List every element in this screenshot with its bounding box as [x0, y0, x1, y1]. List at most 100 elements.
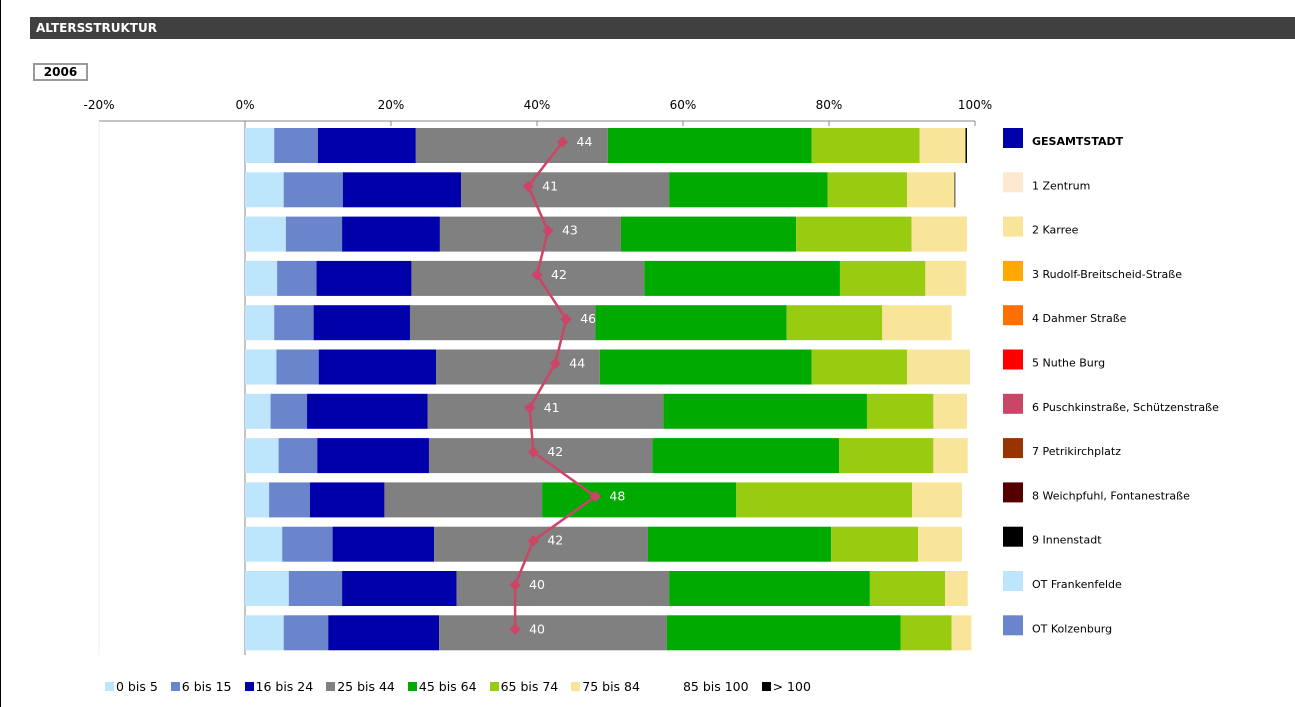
category-legend-swatch	[1003, 260, 1023, 281]
bar-segment	[439, 615, 667, 651]
bar-segment	[342, 216, 440, 252]
bar-segment	[907, 172, 955, 208]
median-label: 40	[529, 621, 545, 636]
median-label: 42	[547, 533, 563, 548]
series-legend-swatch	[407, 681, 417, 691]
bar-segment	[945, 571, 968, 606]
bar-segment	[384, 482, 543, 518]
bar-segment	[245, 216, 286, 252]
bar-segment	[607, 128, 812, 163]
median-line	[513, 141, 598, 630]
bar-segment	[461, 172, 670, 208]
median-label: 40	[529, 577, 545, 592]
series-legend-label: 25 bis 44	[337, 678, 395, 694]
category-legend-label: OT Kolzenburg	[1032, 622, 1112, 635]
category-legend-label: 8 Weichpfuhl, Fontanestraße	[1032, 489, 1190, 502]
bar-segment	[911, 216, 967, 252]
series-legend-label: 65 bis 74	[500, 678, 559, 694]
category-legend-swatch	[1003, 128, 1023, 148]
bar-segment	[245, 615, 284, 651]
bar-segment	[317, 438, 429, 474]
bar-segment	[245, 571, 289, 606]
bar-segment	[328, 615, 440, 651]
bar-segment	[652, 438, 840, 474]
median-point	[522, 180, 534, 192]
bar-segment	[342, 571, 457, 606]
category-legend-label: 4 Dahmer Straße	[1032, 312, 1127, 325]
bar-segment	[599, 349, 812, 385]
bar-segment	[839, 260, 926, 296]
year-label: 2006	[33, 63, 88, 81]
bar-segment	[270, 393, 308, 429]
category-legend-label: 5 Nuthe Burg	[1032, 357, 1105, 370]
bar-segment	[620, 216, 797, 252]
bar-segment	[882, 305, 952, 341]
bar-segment	[647, 526, 832, 562]
series-legend-item: 85 bis 100	[672, 678, 749, 694]
bar-segment	[919, 128, 966, 163]
category-legend-swatch	[1003, 526, 1023, 547]
bar-segment	[285, 216, 343, 252]
median-label: 42	[547, 444, 563, 459]
median-label: 42	[551, 267, 567, 282]
bar-segment	[925, 260, 967, 296]
bar-segment	[965, 128, 967, 163]
series-legend-swatch	[489, 681, 499, 691]
bar-segment	[245, 128, 275, 163]
bar-segment	[644, 260, 840, 296]
series-legend-swatch	[326, 681, 336, 691]
median-label: 44	[577, 134, 593, 149]
bar-segment	[669, 571, 870, 606]
series-legend-label: 45 bis 64	[418, 678, 477, 694]
bar-segment	[307, 393, 428, 429]
bar-segment	[786, 305, 883, 341]
bar-segment	[245, 172, 284, 208]
bar-segment	[736, 482, 913, 518]
bar-segment	[866, 393, 934, 429]
bar-segment	[434, 526, 648, 562]
x-tick-label: 60%	[670, 98, 697, 112]
bar-segment	[827, 172, 908, 208]
series-legend-swatch	[571, 681, 581, 691]
series-legend-swatch	[672, 682, 681, 691]
series-legend: 0 bis 5 6 bis 15 16 bis 24 25 bis 44 45 bis …	[105, 678, 824, 694]
series-legend-swatch	[105, 681, 114, 691]
series-legend-swatch	[170, 681, 180, 691]
bar-segment	[427, 393, 664, 429]
series-legend-item: > 100	[761, 678, 811, 694]
bar-segment	[318, 349, 437, 385]
bar-segment	[951, 615, 972, 651]
bar-segment	[912, 482, 962, 518]
bar-segment	[245, 349, 277, 385]
median-label: 41	[544, 400, 560, 415]
x-tick-label: 20%	[378, 98, 405, 112]
category-legend-swatch	[1003, 571, 1023, 591]
median-label: 48	[609, 488, 625, 503]
bar-segment	[933, 393, 967, 429]
bar-segment	[283, 615, 329, 651]
bar-segment	[415, 128, 608, 163]
bar-segment	[411, 260, 645, 296]
bar-segment	[811, 128, 920, 163]
bar-segment	[332, 526, 435, 562]
bar-segment	[318, 128, 416, 163]
category-legend-swatch	[1003, 438, 1023, 459]
bar-segment	[811, 349, 908, 385]
bar-segment	[282, 526, 333, 562]
category-legend-label: OT Frankenfelde	[1032, 578, 1122, 591]
bar-segment	[933, 438, 968, 474]
median-label: 43	[562, 223, 578, 238]
category-legend-label: 1 Zentrum	[1032, 179, 1090, 192]
x-tick-label: 40%	[524, 98, 551, 112]
bar-segment	[245, 482, 270, 518]
category-legend-label: 9 Innenstadt	[1032, 534, 1102, 547]
series-legend-label: > 100	[772, 678, 811, 694]
series-legend-item: 75 bis 84	[571, 678, 640, 694]
median-point	[524, 402, 536, 414]
bar-segment	[309, 482, 385, 518]
bar-segment	[954, 172, 956, 208]
bar-segment	[316, 260, 412, 296]
bar-segment	[342, 172, 462, 208]
category-legend-label: GESAMTSTADT	[1032, 135, 1124, 148]
